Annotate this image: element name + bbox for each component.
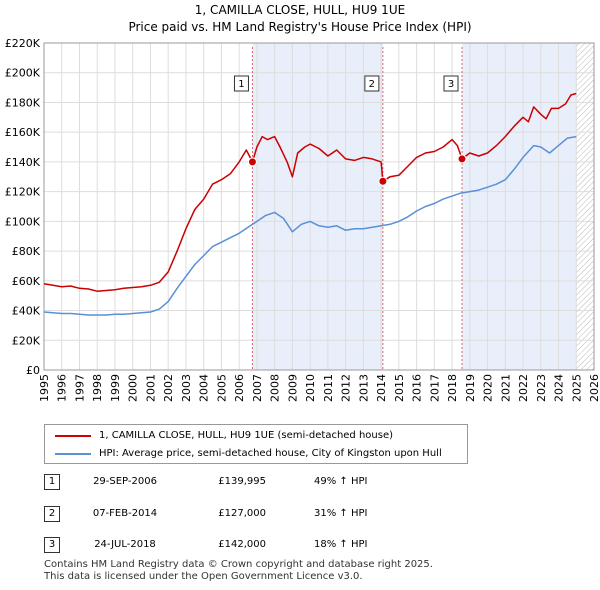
transaction-row: 3 24-JUL-2018 £142,000 18% ↑ HPI: [44, 535, 544, 555]
chart-title: 1, CAMILLA CLOSE, HULL, HU9 1UE: [195, 3, 405, 17]
legend-swatch-hpi: [55, 453, 91, 455]
y-tick-label: £120K: [5, 186, 41, 199]
x-tick-label: 2013: [357, 374, 370, 402]
x-tick-label: 2018: [446, 374, 459, 402]
transaction-price: £142,000: [218, 539, 266, 550]
sale-number-label: 3: [448, 79, 454, 90]
x-tick-label: 2001: [144, 374, 157, 402]
x-tick-label: 2000: [127, 374, 140, 402]
y-tick-label: £100K: [5, 215, 41, 228]
y-tick-label: £220K: [5, 37, 41, 50]
transaction-row: 2 07-FEB-2014 £127,000 31% ↑ HPI: [44, 504, 544, 524]
chart-subtitle: Price paid vs. HM Land Registry's House …: [128, 20, 471, 34]
x-tick-label: 2011: [322, 374, 335, 402]
x-tick-label: 2003: [180, 374, 193, 402]
x-tick-label: 2002: [162, 374, 175, 402]
transaction-date: 07-FEB-2014: [92, 508, 158, 519]
y-tick-label: £60K: [12, 275, 41, 288]
footer-license: This data is licensed under the Open Gov…: [44, 571, 363, 582]
x-tick-label: 2020: [482, 374, 495, 402]
y-tick-label: £0: [26, 364, 40, 377]
sale-number-box: [233, 75, 249, 92]
footer-copyright: Contains HM Land Registry data © Crown c…: [44, 559, 433, 570]
transaction-date: 24-JUL-2018: [94, 539, 156, 550]
legend: 1, CAMILLA CLOSE, HULL, HU9 1UE (semi-de…: [44, 424, 468, 464]
x-tick-label: 1997: [73, 374, 86, 402]
series-line-hpi: [43, 135, 577, 316]
x-tick-label: 2021: [499, 374, 512, 402]
x-tick-label: 2022: [517, 374, 530, 402]
x-tick-label: 1996: [56, 374, 69, 402]
price-chart: 1, CAMILLA CLOSE, HULL, HU9 1UE Price pa…: [5, 3, 600, 402]
x-tick-label: 2024: [553, 374, 566, 402]
transaction-number: 2: [44, 506, 60, 522]
x-tick-label: 2004: [198, 374, 211, 402]
x-tick-label: 2025: [570, 374, 583, 402]
x-tick-label: 2016: [411, 374, 424, 402]
y-tick-label: £140K: [5, 156, 41, 169]
x-tick-label: 2019: [464, 374, 477, 402]
y-tick-label: £160K: [5, 126, 41, 139]
x-tick-label: 2015: [393, 374, 406, 402]
transaction-number: 1: [44, 474, 60, 490]
sale-number-box: [443, 75, 459, 92]
transaction-hpi: 18% ↑ HPI: [314, 539, 368, 550]
x-tick-label: 1998: [91, 374, 104, 402]
ownership-period-band: [462, 43, 577, 370]
legend-label-hpi: HPI: Average price, semi-detached house,…: [99, 448, 442, 459]
transaction-date: 29-SEP-2006: [93, 476, 157, 487]
x-tick-label: 2005: [215, 374, 228, 402]
x-tick-label: 2006: [233, 374, 246, 402]
y-tick-label: £20K: [12, 334, 41, 347]
x-tick-label: 2023: [535, 374, 548, 402]
x-tick-label: 1995: [38, 374, 51, 402]
footer: Contains HM Land Registry data © Crown c…: [44, 559, 433, 583]
y-tick-label: £180K: [5, 96, 41, 109]
legend-label-property: 1, CAMILLA CLOSE, HULL, HU9 1UE (semi-de…: [99, 430, 394, 441]
x-tick-label: 2008: [269, 374, 282, 402]
plot-border: [43, 42, 595, 371]
x-tick-label: 2026: [588, 374, 600, 402]
series-line-property: [43, 92, 577, 292]
sale-number-box: [364, 75, 380, 92]
x-tick-label: 1999: [109, 374, 122, 402]
transaction-price: £127,000: [218, 508, 266, 519]
transaction-row: 1 29-SEP-2006 £139,995 49% ↑ HPI: [44, 472, 544, 492]
transaction-price: £139,995: [218, 476, 266, 487]
sale-number-label: 1: [238, 79, 244, 90]
transaction-number: 3: [44, 537, 60, 553]
x-tick-label: 2009: [286, 374, 299, 402]
forecast-hatch: [576, 43, 594, 370]
x-tick-label: 2014: [375, 374, 388, 402]
sale-number-label: 2: [369, 79, 375, 90]
y-tick-label: £40K: [12, 305, 41, 318]
x-tick-label: 2017: [428, 374, 441, 402]
y-tick-label: £80K: [12, 245, 41, 258]
x-tick-label: 2012: [340, 374, 353, 402]
x-tick-label: 2010: [304, 374, 317, 402]
transaction-hpi: 49% ↑ HPI: [314, 476, 368, 487]
sale-point: [378, 176, 388, 186]
y-tick-label: £200K: [5, 67, 41, 80]
sale-point: [247, 157, 257, 167]
legend-swatch-property: [55, 435, 91, 437]
x-tick-label: 2007: [251, 374, 264, 402]
transaction-hpi: 31% ↑ HPI: [314, 508, 368, 519]
sale-point: [457, 154, 467, 164]
